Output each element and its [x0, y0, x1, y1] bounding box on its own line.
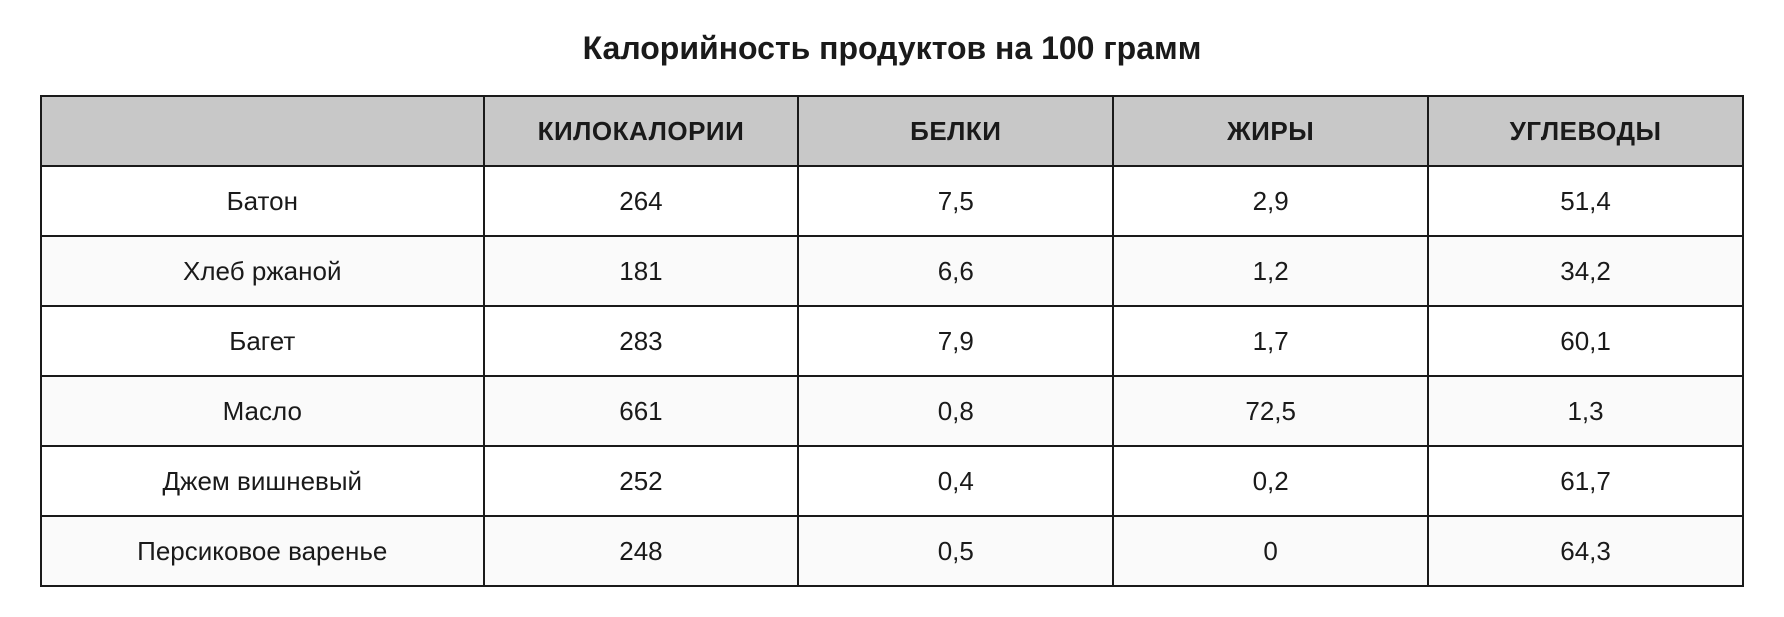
- cell-carbs: 1,3: [1428, 376, 1743, 446]
- cell-protein: 0,4: [798, 446, 1113, 516]
- cell-product: Хлеб ржаной: [41, 236, 484, 306]
- cell-carbs: 34,2: [1428, 236, 1743, 306]
- cell-protein: 0,5: [798, 516, 1113, 586]
- table-row: Багет 283 7,9 1,7 60,1: [41, 306, 1743, 376]
- column-header-product: [41, 96, 484, 166]
- column-header-fat: ЖИРЫ: [1113, 96, 1428, 166]
- column-header-kcal: КИЛОКАЛОРИИ: [484, 96, 799, 166]
- cell-kcal: 661: [484, 376, 799, 446]
- column-header-carbs: УГЛЕВОДЫ: [1428, 96, 1743, 166]
- cell-product: Батон: [41, 166, 484, 236]
- cell-protein: 6,6: [798, 236, 1113, 306]
- cell-fat: 0: [1113, 516, 1428, 586]
- cell-protein: 7,9: [798, 306, 1113, 376]
- cell-product: Персиковое варенье: [41, 516, 484, 586]
- cell-fat: 72,5: [1113, 376, 1428, 446]
- cell-kcal: 252: [484, 446, 799, 516]
- column-header-protein: БЕЛКИ: [798, 96, 1113, 166]
- cell-product: Багет: [41, 306, 484, 376]
- cell-carbs: 64,3: [1428, 516, 1743, 586]
- cell-kcal: 181: [484, 236, 799, 306]
- cell-product: Джем вишневый: [41, 446, 484, 516]
- cell-fat: 0,2: [1113, 446, 1428, 516]
- cell-kcal: 264: [484, 166, 799, 236]
- nutrition-table: КИЛОКАЛОРИИ БЕЛКИ ЖИРЫ УГЛЕВОДЫ Батон 26…: [40, 95, 1744, 587]
- cell-protein: 0,8: [798, 376, 1113, 446]
- page-title: Калорийность продуктов на 100 грамм: [40, 30, 1744, 67]
- cell-protein: 7,5: [798, 166, 1113, 236]
- cell-carbs: 51,4: [1428, 166, 1743, 236]
- cell-fat: 2,9: [1113, 166, 1428, 236]
- table-row: Хлеб ржаной 181 6,6 1,2 34,2: [41, 236, 1743, 306]
- table-row: Масло 661 0,8 72,5 1,3: [41, 376, 1743, 446]
- cell-product: Масло: [41, 376, 484, 446]
- cell-kcal: 283: [484, 306, 799, 376]
- table-row: Батон 264 7,5 2,9 51,4: [41, 166, 1743, 236]
- cell-fat: 1,7: [1113, 306, 1428, 376]
- cell-carbs: 61,7: [1428, 446, 1743, 516]
- table-row: Персиковое варенье 248 0,5 0 64,3: [41, 516, 1743, 586]
- cell-fat: 1,2: [1113, 236, 1428, 306]
- table-row: Джем вишневый 252 0,4 0,2 61,7: [41, 446, 1743, 516]
- table-header-row: КИЛОКАЛОРИИ БЕЛКИ ЖИРЫ УГЛЕВОДЫ: [41, 96, 1743, 166]
- cell-carbs: 60,1: [1428, 306, 1743, 376]
- cell-kcal: 248: [484, 516, 799, 586]
